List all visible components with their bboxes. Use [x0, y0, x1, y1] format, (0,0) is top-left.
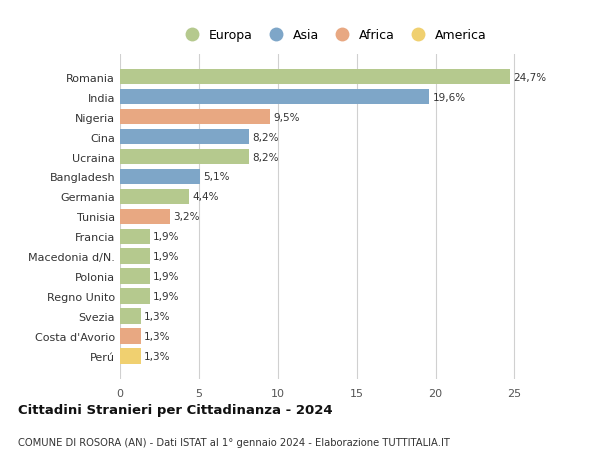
Bar	[120, 169, 200, 185]
Bar	[120, 329, 140, 344]
Text: 1,3%: 1,3%	[143, 331, 170, 341]
Text: 4,4%: 4,4%	[193, 192, 219, 202]
Bar	[120, 149, 250, 165]
Bar	[120, 269, 150, 285]
Bar	[120, 129, 250, 145]
Bar	[120, 289, 150, 304]
Legend: Europa, Asia, Africa, America: Europa, Asia, Africa, America	[174, 24, 492, 47]
Bar	[120, 110, 270, 125]
Text: 1,9%: 1,9%	[153, 252, 179, 262]
Text: 9,5%: 9,5%	[273, 112, 299, 123]
Bar	[120, 308, 140, 324]
Text: 8,2%: 8,2%	[253, 132, 279, 142]
Bar	[120, 348, 140, 364]
Text: 8,2%: 8,2%	[253, 152, 279, 162]
Bar	[120, 249, 150, 264]
Bar	[120, 70, 510, 85]
Text: 1,3%: 1,3%	[143, 311, 170, 321]
Bar	[120, 229, 150, 245]
Text: 3,2%: 3,2%	[173, 212, 200, 222]
Bar	[120, 90, 429, 105]
Text: 1,9%: 1,9%	[153, 232, 179, 242]
Text: 5,1%: 5,1%	[203, 172, 230, 182]
Text: 1,9%: 1,9%	[153, 291, 179, 302]
Text: COMUNE DI ROSORA (AN) - Dati ISTAT al 1° gennaio 2024 - Elaborazione TUTTITALIA.: COMUNE DI ROSORA (AN) - Dati ISTAT al 1°…	[18, 437, 450, 447]
Text: 1,3%: 1,3%	[143, 351, 170, 361]
Text: 1,9%: 1,9%	[153, 272, 179, 281]
Bar	[120, 189, 190, 205]
Bar	[120, 209, 170, 224]
Text: 24,7%: 24,7%	[513, 73, 546, 83]
Text: Cittadini Stranieri per Cittadinanza - 2024: Cittadini Stranieri per Cittadinanza - 2…	[18, 403, 332, 416]
Text: 19,6%: 19,6%	[433, 92, 466, 102]
